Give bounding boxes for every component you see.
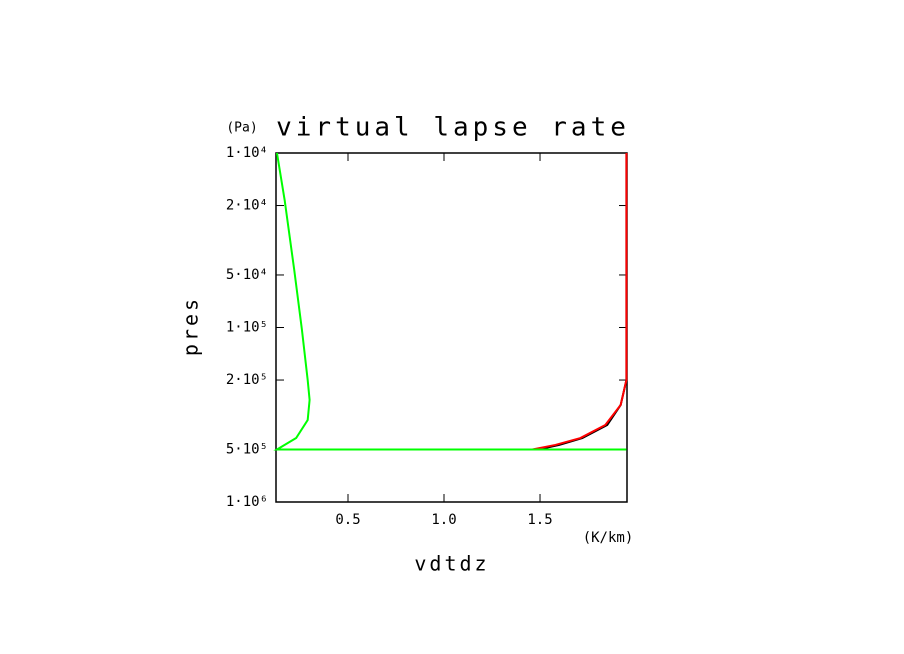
y-tick-label: 5·10⁵ — [226, 441, 268, 457]
y-tick-label: 5·10⁴ — [226, 267, 268, 283]
line — [532, 153, 628, 451]
x-axis-label: vdtdz — [414, 552, 489, 576]
x-unit: (K/km) — [583, 530, 634, 546]
x-tick-label: 0.5 — [335, 512, 360, 528]
y-tick-label: 2·10⁵ — [226, 372, 268, 388]
line — [537, 153, 628, 451]
y-tick-label: 1·10⁶ — [226, 494, 268, 510]
y-tick-label: 1·10⁴ — [226, 145, 268, 161]
chart-title: virtual lapse rate — [276, 113, 630, 143]
x-tick-label: 1.0 — [431, 512, 456, 528]
y-tick-label: 1·10⁵ — [226, 320, 268, 336]
y-tick-label: 2·10⁴ — [226, 198, 268, 214]
y-unit: (Pa) — [226, 121, 257, 136]
y-axis-label: pres — [179, 296, 203, 356]
line — [273, 152, 627, 451]
x-tick-label: 1.5 — [527, 512, 552, 528]
